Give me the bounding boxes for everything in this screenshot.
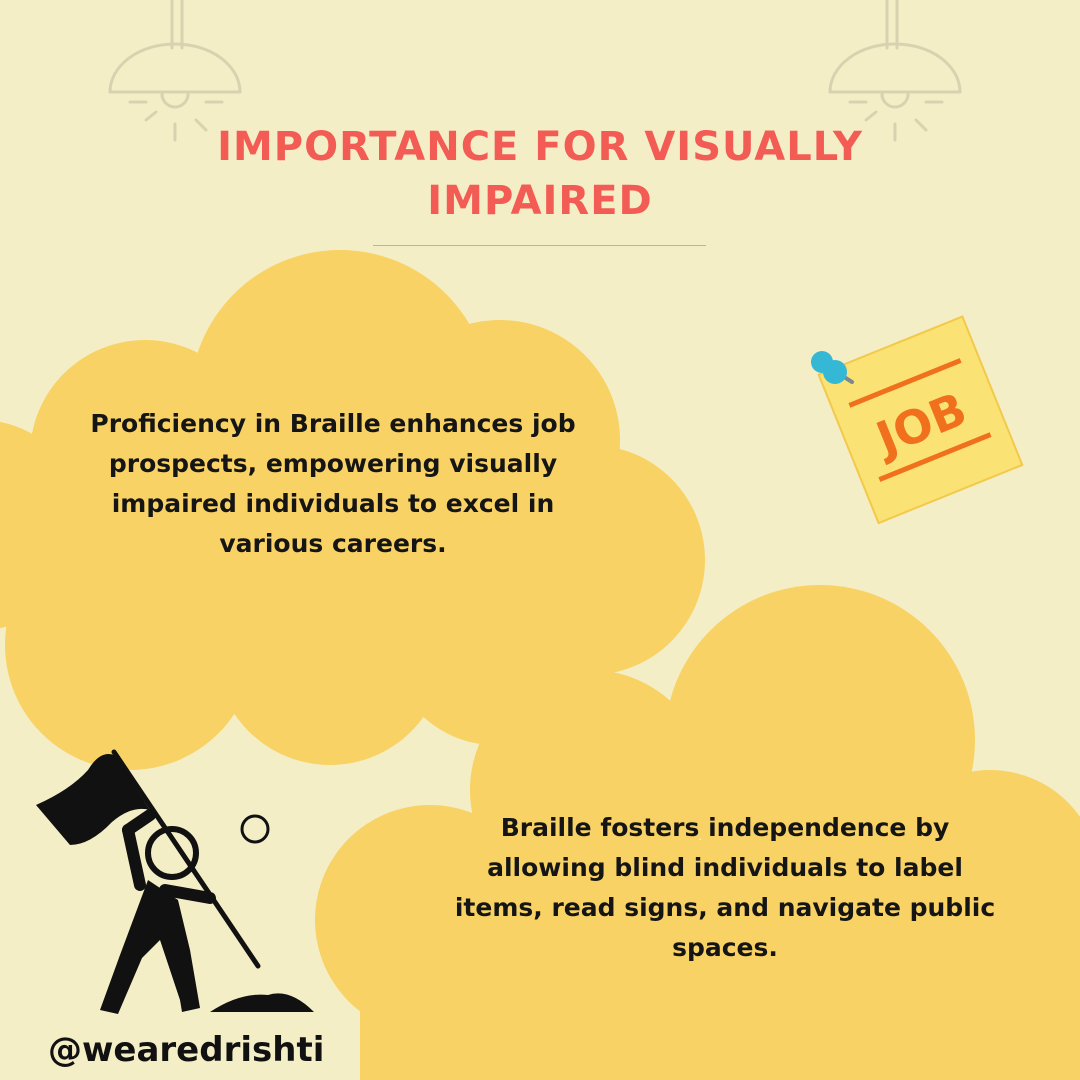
cloud-bubble-1 [0,250,705,770]
ceiling-lamp-icon [828,0,962,142]
page-title: Importance for visually impaired [217,124,863,224]
title-divider [373,245,706,246]
push-pin-icon [811,351,854,384]
card-text-independence: Braille fosters independence by allowing… [454,813,996,962]
person-planting-flag-icon [36,749,314,1014]
social-handle: @wearedrishti [48,1030,325,1070]
ceiling-lamp-icon [108,0,242,142]
sticky-note-icon: JOB [817,315,1024,525]
cloud-bubble-2 [315,585,1080,1080]
card-text-job-prospects: Proficiency in Braille enhances job pros… [90,409,576,558]
